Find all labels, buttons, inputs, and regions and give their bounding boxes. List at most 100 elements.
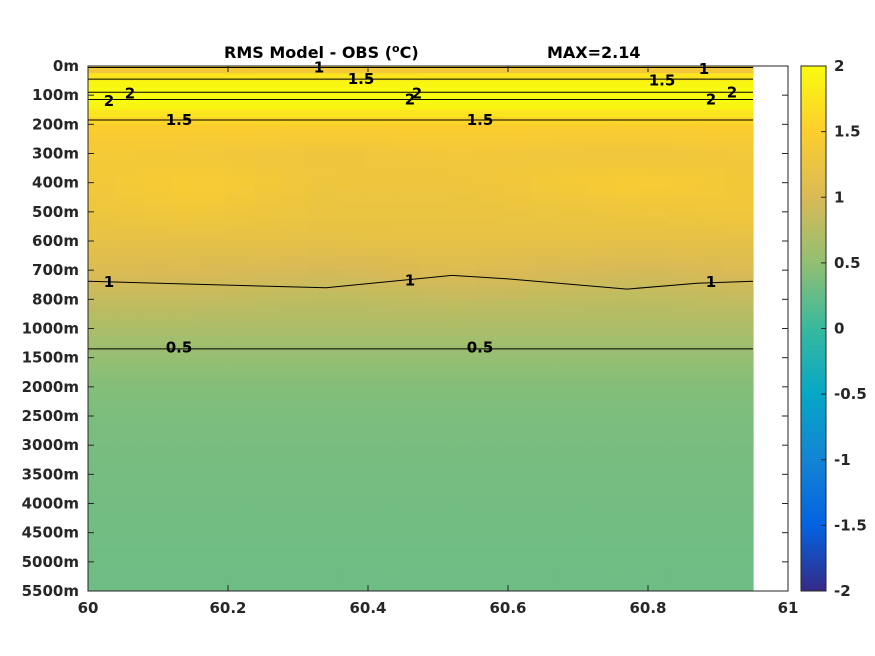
heatmap-cell — [365, 350, 394, 359]
heatmap-cell — [88, 168, 117, 176]
heatmap-cell — [115, 539, 145, 548]
heatmap-cell — [365, 416, 394, 424]
heatmap-cell — [365, 364, 394, 373]
heatmap-cell — [559, 182, 588, 191]
heatmap-cell — [503, 248, 532, 257]
contour-label: 2 — [104, 92, 114, 110]
heatmap-cell — [503, 80, 532, 89]
y-tick-label: 1000m — [22, 320, 79, 338]
heatmap-cell — [559, 255, 588, 264]
colorbar-ticks: 21.510.50-0.5-1-1.5-2 — [821, 57, 867, 600]
heatmap-cell — [586, 197, 616, 206]
heatmap-cell — [309, 503, 338, 512]
heatmap-cell — [586, 102, 616, 111]
heatmap-cell — [226, 146, 255, 155]
heatmap-cell — [614, 467, 643, 475]
heatmap-cell — [337, 379, 366, 388]
heatmap-cell — [420, 474, 449, 483]
heatmap-cell — [115, 583, 145, 591]
heatmap-cell — [586, 569, 616, 578]
heatmap-cell — [642, 262, 671, 271]
heatmap-cell — [198, 117, 228, 125]
heatmap-cell — [420, 423, 449, 432]
heatmap-cell — [143, 248, 172, 257]
heatmap-cell — [531, 350, 560, 359]
heatmap-cell — [365, 518, 394, 526]
heatmap-cell — [725, 561, 754, 570]
heatmap-cell — [503, 189, 532, 198]
heatmap-cell — [88, 554, 117, 563]
heatmap-cell — [254, 430, 283, 439]
heatmap-cell — [503, 73, 532, 82]
heatmap-cell — [448, 153, 477, 162]
heatmap-cell — [725, 343, 754, 351]
heatmap-cell — [392, 569, 422, 578]
heatmap-cell — [614, 233, 643, 242]
heatmap-cell — [309, 277, 338, 286]
heatmap-cell — [337, 488, 366, 497]
heatmap-cell — [586, 124, 616, 133]
heatmap-cell — [420, 109, 449, 118]
heatmap-cell — [559, 306, 588, 315]
heatmap-cell — [143, 306, 172, 315]
heatmap-cell — [226, 248, 255, 257]
heatmap-cell — [531, 248, 560, 257]
heatmap-cell — [725, 306, 754, 315]
heatmap-cell — [143, 532, 172, 541]
heatmap-cell — [669, 241, 699, 249]
heatmap-cell — [697, 503, 726, 512]
heatmap-cell — [309, 408, 338, 417]
heatmap-cell — [475, 189, 505, 198]
heatmap-cell — [337, 459, 366, 468]
heatmap-cell — [669, 211, 699, 220]
heatmap-cell — [309, 430, 338, 439]
heatmap-cell — [115, 569, 145, 578]
heatmap-cell — [171, 262, 200, 271]
heatmap-cell — [586, 496, 616, 505]
heatmap-cell — [503, 503, 532, 512]
heatmap-cell — [309, 467, 338, 475]
heatmap-cell — [669, 80, 699, 89]
heatmap-cell — [226, 539, 255, 548]
heatmap-cell — [281, 73, 311, 82]
heatmap-cell — [669, 532, 699, 541]
heatmap-cell — [143, 241, 172, 249]
heatmap-cell — [420, 138, 449, 147]
heatmap-cell — [642, 153, 671, 162]
heatmap-cell — [420, 80, 449, 89]
heatmap-cell — [198, 364, 228, 373]
heatmap-cell — [725, 547, 754, 556]
heatmap-cell — [115, 211, 145, 220]
heatmap-cell — [697, 241, 726, 249]
heatmap-cell — [392, 292, 422, 300]
heatmap-cell — [642, 452, 671, 461]
heatmap-cell — [697, 80, 726, 89]
heatmap-cell — [531, 226, 560, 235]
heatmap-cell — [392, 583, 422, 591]
heatmap-cell — [337, 182, 366, 191]
heatmap-cell — [88, 488, 117, 497]
heatmap-cell — [586, 175, 616, 184]
heatmap-cell — [475, 561, 505, 570]
colorbar-tick-label: -1 — [834, 451, 851, 469]
heatmap-cell — [669, 131, 699, 140]
y-tick-label: 3000m — [22, 436, 79, 454]
heatmap-cell — [171, 153, 200, 162]
heatmap-cell — [503, 430, 532, 439]
heatmap-cell — [198, 445, 228, 454]
heatmap-cell — [254, 328, 283, 337]
heatmap-cell — [281, 481, 311, 490]
heatmap-cell — [475, 277, 505, 286]
heatmap-cell — [365, 80, 394, 89]
heatmap-cell — [586, 576, 616, 585]
heatmap-cell — [115, 328, 145, 337]
heatmap-cell — [171, 328, 200, 337]
heatmap-cell — [226, 430, 255, 439]
heatmap-cell — [198, 306, 228, 315]
heatmap-cell — [420, 131, 449, 140]
heatmap-cell — [392, 510, 422, 519]
heatmap-cell — [503, 569, 532, 578]
heatmap-cell — [448, 423, 477, 432]
heatmap-cell — [198, 299, 228, 308]
heatmap-cell — [614, 109, 643, 118]
